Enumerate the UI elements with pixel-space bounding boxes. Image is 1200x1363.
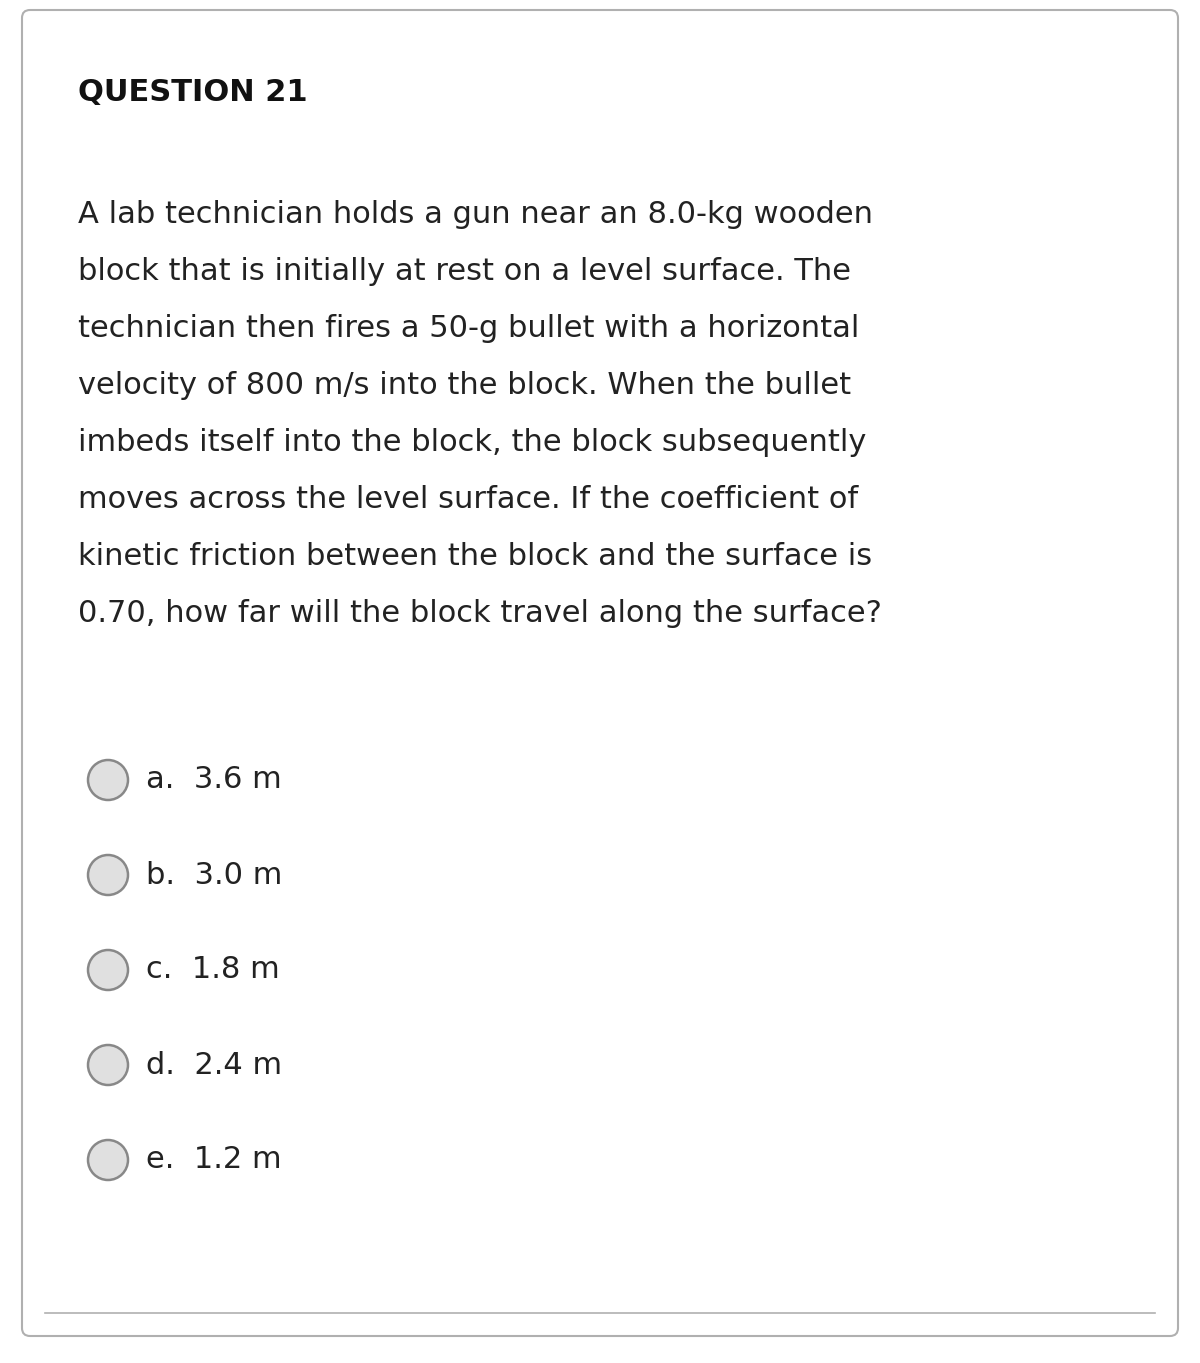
Text: a.  3.6 m: a. 3.6 m [146,766,282,795]
Text: imbeds itself into the block, the block subsequently: imbeds itself into the block, the block … [78,428,866,457]
Text: b.  3.0 m: b. 3.0 m [146,860,282,890]
Text: d.  2.4 m: d. 2.4 m [146,1051,282,1079]
Text: velocity of 800 m/s into the block. When the bullet: velocity of 800 m/s into the block. When… [78,371,851,399]
Text: c.  1.8 m: c. 1.8 m [146,955,280,984]
FancyBboxPatch shape [22,10,1178,1336]
Circle shape [88,1139,128,1180]
Circle shape [88,950,128,990]
Circle shape [88,855,128,895]
Text: technician then fires a 50-g bullet with a horizontal: technician then fires a 50-g bullet with… [78,313,859,343]
Text: kinetic friction between the block and the surface is: kinetic friction between the block and t… [78,542,872,571]
Text: e.  1.2 m: e. 1.2 m [146,1145,282,1175]
Circle shape [88,761,128,800]
Text: block that is initially at rest on a level surface. The: block that is initially at rest on a lev… [78,258,851,286]
Text: A lab technician holds a gun near an 8.0-kg wooden: A lab technician holds a gun near an 8.0… [78,200,874,229]
Text: moves across the level surface. If the coefficient of: moves across the level surface. If the c… [78,485,858,514]
Text: QUESTION 21: QUESTION 21 [78,78,307,108]
Circle shape [88,1045,128,1085]
Text: 0.70, how far will the block travel along the surface?: 0.70, how far will the block travel alon… [78,598,882,628]
